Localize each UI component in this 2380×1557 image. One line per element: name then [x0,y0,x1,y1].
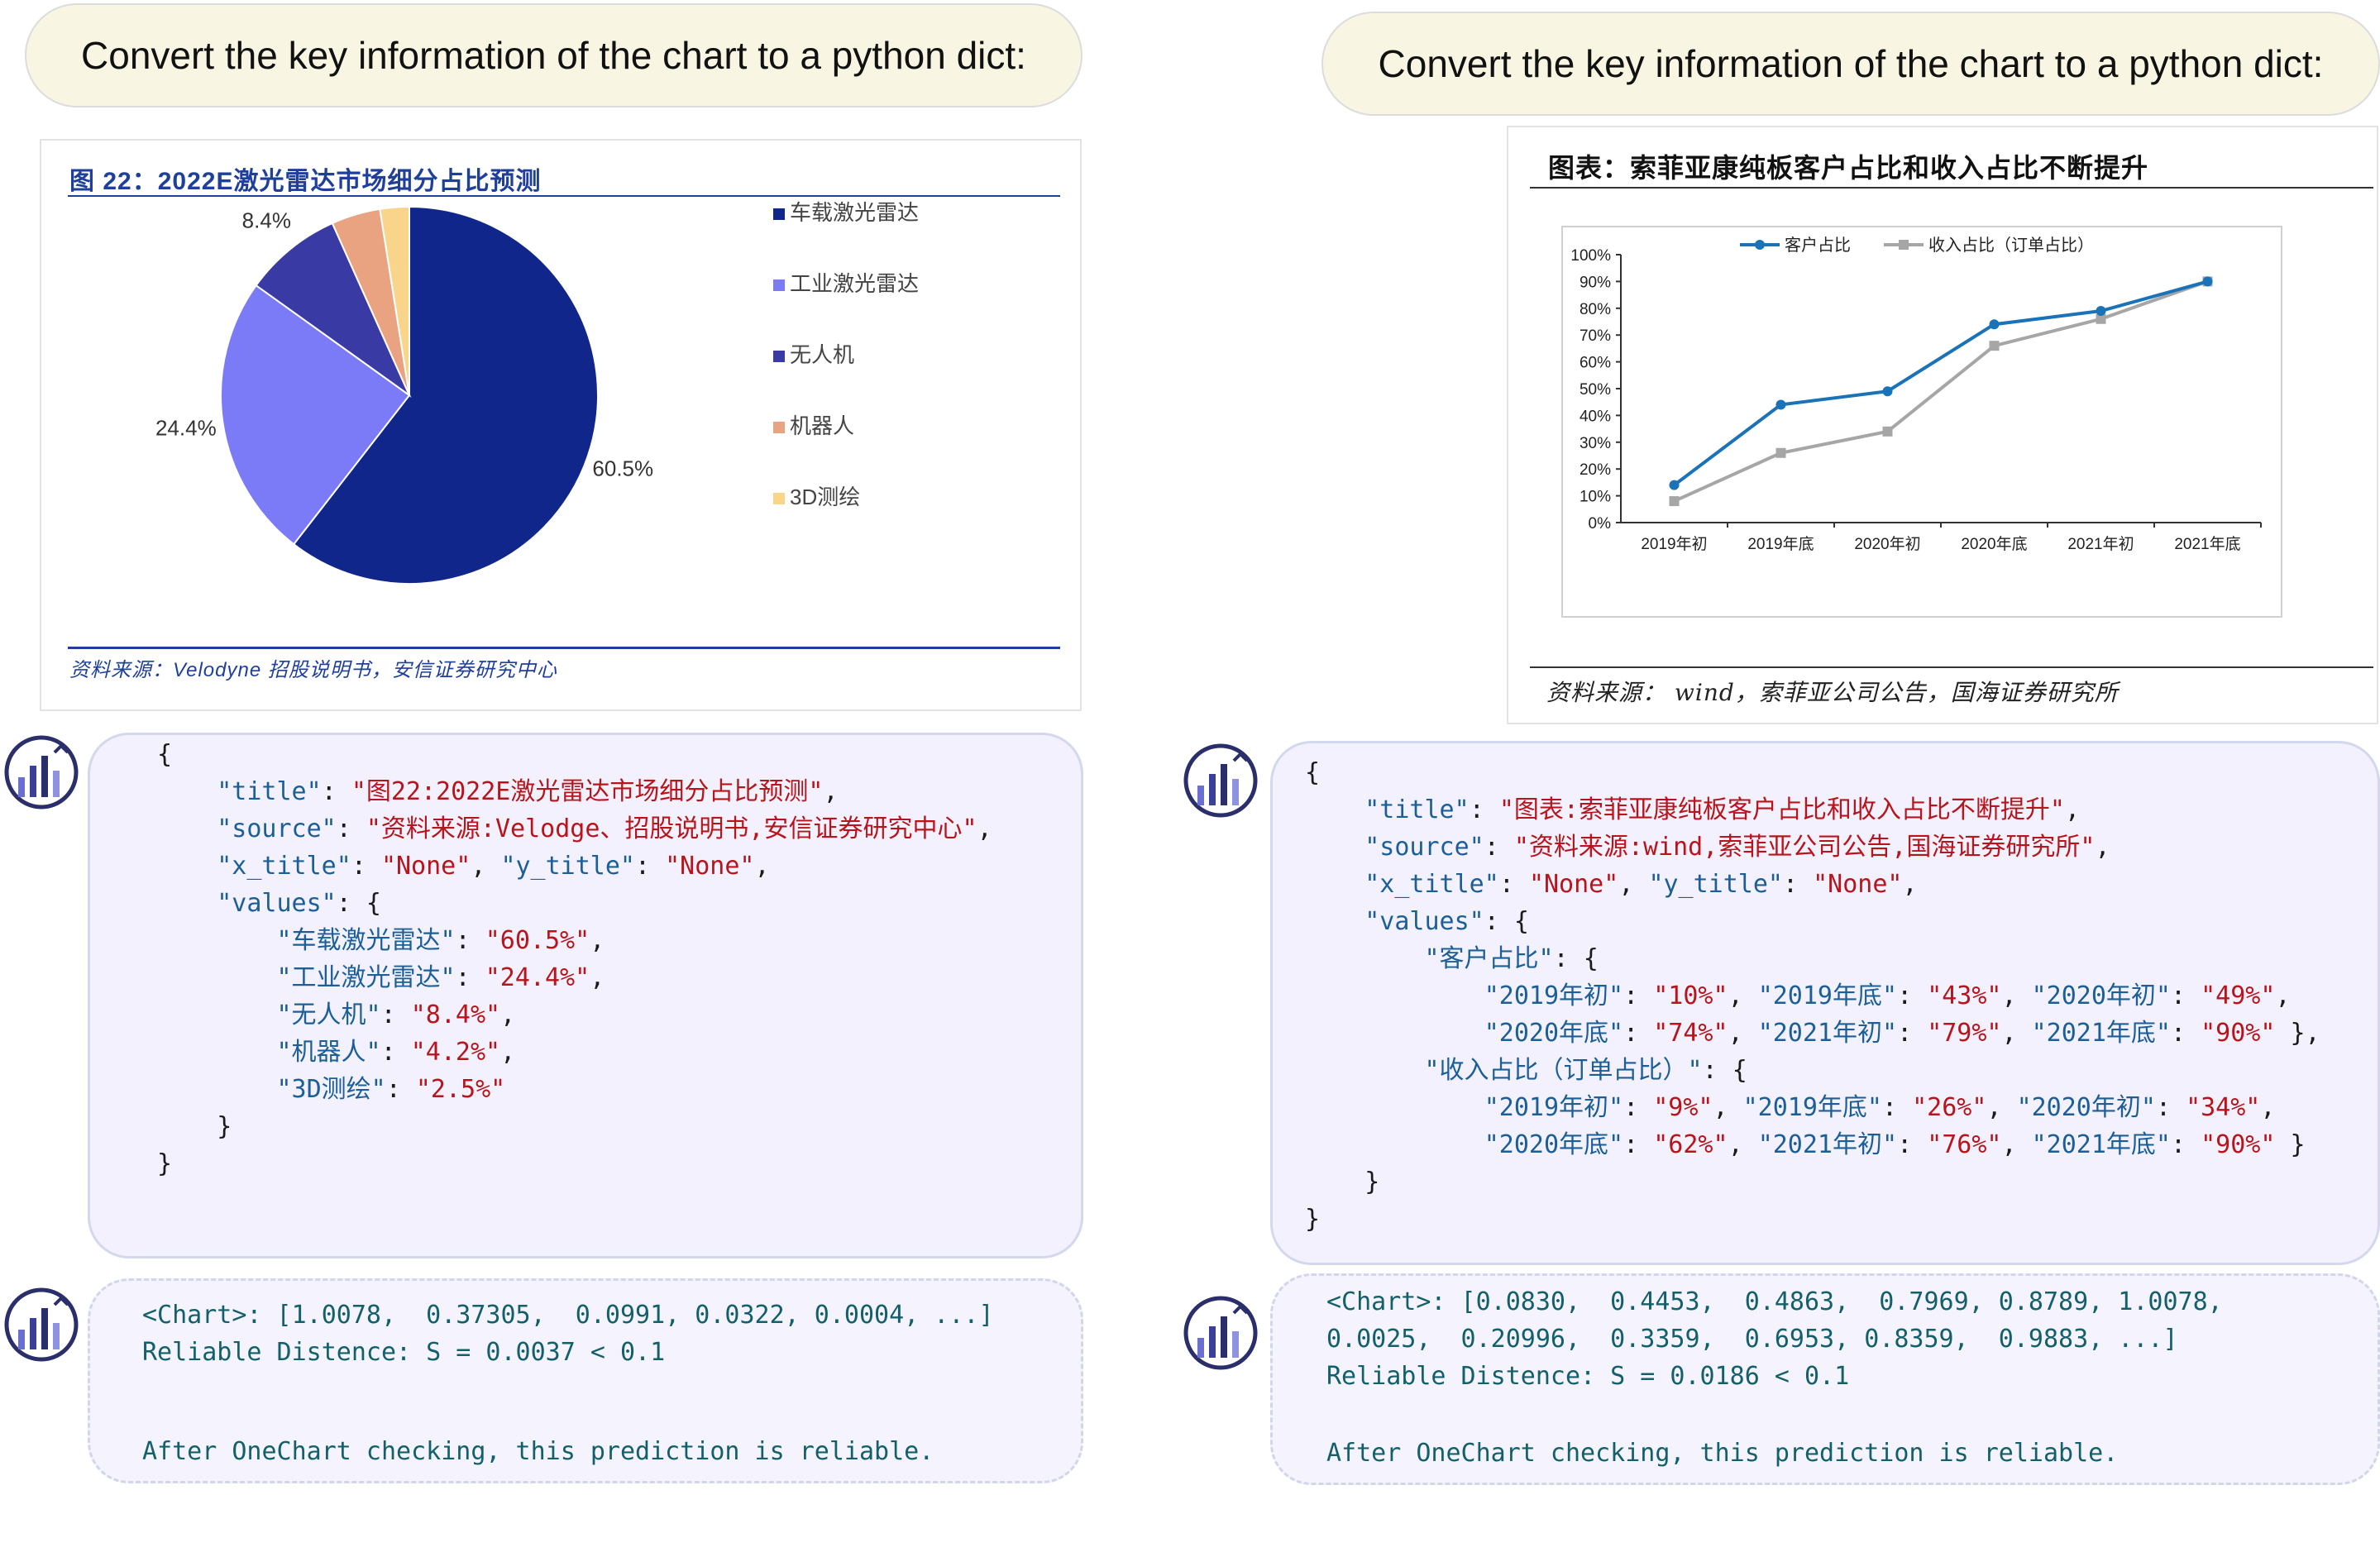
y-tick-label: 90% [1579,274,1611,291]
legend-label: 客户占比 [1785,236,1851,255]
y-tick-label: 10% [1579,489,1611,506]
x-tick-label: 2020年底 [1961,535,2027,553]
legend-swatch [773,279,785,291]
y-tick-label: 70% [1579,327,1611,345]
right-check-line-2: 0.0025, 0.20996, 0.3359, 0.6953, 0.8359,… [1326,1325,2178,1354]
pie-data-label: 24.4% [155,415,217,440]
y-tick-label: 100% [1570,247,1611,265]
left-source-rule [68,647,1060,649]
legend-label: 车载激光雷达 [790,200,919,225]
left-chart-title: 图 22：2022E激光雷达市场细分占比预测 [69,168,542,195]
x-tick-label: 2021年初 [2067,535,2134,553]
left-title-rule [68,195,1060,197]
y-tick-label: 20% [1579,461,1611,479]
right-chart-title: 图表：索菲亚康纯板客户占比和收入占比不断提升 [1548,152,2149,184]
data-point [1882,426,1893,437]
right-prompt-text: Convert the key information of the chart… [1378,42,2324,85]
right-chart-source: 资料来源： wind，索菲亚公司公告，国海证券研究所 [1546,679,2119,706]
data-point [1775,447,1786,458]
right-check-line-3: Reliable Distence: S = 0.0186 < 0.1 [1326,1362,1850,1391]
left-check-line-1: <Chart>: [1.0078, 0.37305, 0.0991, 0.032… [142,1301,994,1330]
x-tick-label: 2020年初 [1854,535,1920,553]
legend-label: 无人机 [790,342,854,367]
right-source-rule [1530,666,2373,668]
right-code-block: { "title": "图表:索菲亚康纯板客户占比和收入占比不断提升", "so… [1305,758,2320,1234]
data-point [2096,306,2106,317]
right-title-rule [1530,187,2373,189]
legend-swatch [773,208,785,220]
x-tick-label: 2021年底 [2174,535,2240,553]
legend-swatch [773,422,785,433]
data-point [1989,319,2000,330]
legend-marker [1899,240,1909,250]
pie-data-label: 60.5% [592,456,653,480]
data-point [1669,496,1680,507]
y-tick-label: 60% [1579,355,1611,372]
legend-swatch [773,351,785,362]
onechart-logo-icon [4,1287,79,1362]
y-tick-label: 80% [1579,301,1611,318]
left-check-line-2: Reliable Distence: S = 0.0037 < 0.1 [142,1338,666,1367]
legend-label: 收入占比（订单占比） [1928,236,2094,255]
right-check-line-4: After OneChart checking, this prediction… [1326,1439,2119,1468]
plot-frame [1561,226,2282,618]
left-chart-source: 资料来源：Velodyne 招股说明书，安信证券研究中心 [69,659,557,681]
data-point [1989,341,2000,351]
x-tick-label: 2019年底 [1747,535,1814,553]
left-check-line-3: After OneChart checking, this prediction… [142,1437,934,1466]
left-code-box [88,733,1083,1258]
right-prompt-bubble: Convert the key information of the chart… [1321,12,2380,116]
series-line [1673,279,2209,503]
legend-swatch [773,493,785,504]
onechart-logo-icon [1183,1296,1258,1370]
left-prompt-text: Convert the key information of the chart… [81,34,1026,77]
pie-slice [255,222,412,398]
x-tick-label: 2019年初 [1641,535,1707,553]
left-check-box [88,1278,1083,1483]
legend-label: 机器人 [790,413,854,438]
pie-slice [220,284,411,546]
right-check-box [1270,1273,2380,1485]
y-tick-label: 40% [1579,408,1611,425]
data-point [2202,276,2213,287]
data-point [1669,480,1680,490]
legend-label: 工业激光雷达 [790,271,919,296]
pie-data-label: 8.4% [242,208,291,233]
pie-slice [292,205,599,585]
pie-chart: 60.5%24.4%8.4%4.2%2.5%车载激光雷达工业激光雷达无人机机器人… [155,200,919,585]
data-point [1775,399,1786,410]
data-point [2096,313,2106,324]
right-chart-card: 图表：索菲亚康纯板客户占比和收入占比不断提升 0% 10% 20% 30% 40% 50%… [1507,126,2378,724]
left-code-block: { "title": "图22:2022E激光雷达市场细分占比预测", "sou… [157,740,992,1178]
y-tick-label: 0% [1589,515,1612,533]
series-line [1673,279,2209,487]
legend-marker [1755,240,1765,250]
right-check-line-1: <Chart>: [0.0830, 0.4453, 0.4863, 0.7969… [1326,1287,2223,1316]
onechart-logo-icon [1183,743,1258,818]
onechart-logo-icon [4,735,79,810]
line-chart: 0% 10% 20% 30% 40% 50% 60% 70% 80% 90% 100% 2019年初 2… [1561,226,2282,618]
left-chart-card: 图 22：2022E激光雷达市场细分占比预测 60.5%24.4%8.4%4.2… [40,139,1082,711]
right-code-box [1270,741,2380,1265]
legend-label: 3D测绘 [790,485,860,509]
y-tick-label: 50% [1579,381,1611,399]
data-point [1882,386,1893,397]
left-prompt-bubble: Convert the key information of the chart… [25,3,1082,107]
pie-slice [379,205,410,396]
y-tick-label: 30% [1579,435,1611,452]
